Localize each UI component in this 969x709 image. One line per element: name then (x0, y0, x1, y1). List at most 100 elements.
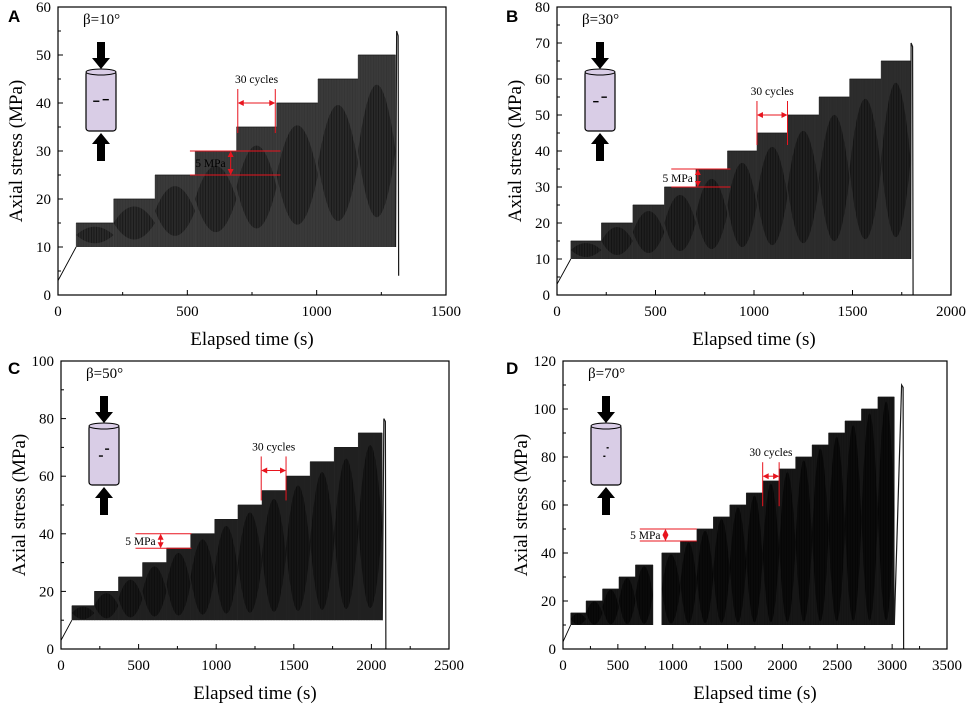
cycles-annotation: 30 cycles (235, 74, 279, 133)
y-axis-title: Axial stress (MPa) (6, 80, 27, 222)
stage-cycle-lines (844, 421, 862, 625)
load-arrow-top-shaft (602, 396, 610, 413)
y-tick-label: 40 (541, 546, 556, 562)
stage-cycle-overlap (142, 566, 167, 617)
cycles-arrow-head-right (773, 473, 780, 480)
stage-cycle-overlap (358, 84, 396, 218)
loading-stage (877, 396, 895, 625)
loading-stage (727, 150, 758, 259)
plot-area (58, 30, 400, 281)
load-arrow-top-head (591, 58, 609, 69)
cycles-arrow-head-right (269, 100, 276, 106)
stage-cycle-lines (113, 199, 156, 247)
stage-cycle-overlap (819, 114, 850, 242)
loading-stage (811, 444, 829, 625)
x-tick-label: 2000 (767, 658, 797, 674)
loading-stage (309, 461, 335, 621)
loading-stage (729, 504, 747, 625)
load-arrow-top-head (597, 412, 615, 423)
y-tick-label: 0 (549, 642, 557, 658)
loading-stage (756, 132, 788, 259)
panel-title: β=70° (588, 366, 625, 382)
rock-specimen (590, 424, 622, 486)
step-annotation: 5 MPa (662, 168, 731, 188)
x-tick-label: 500 (176, 304, 199, 320)
panel-letter: A (8, 7, 20, 26)
cycles-arrow-head-left (237, 100, 244, 106)
step-annotation: 5 MPa (125, 533, 192, 549)
load-arrow-top-shaft (596, 42, 604, 59)
stage-cycle-lines (877, 397, 895, 625)
stage-cycle-lines (695, 169, 728, 259)
x-tick-label: 1500 (838, 304, 868, 320)
loading-stage (276, 102, 319, 247)
panel-b: 0 500 1000 1500 2000 0 10 20 30 40 50 60 70 80 Elapsed… (505, 0, 966, 350)
y-tick-label: 80 (535, 0, 550, 16)
stage-cycle-lines (71, 605, 95, 621)
loading-stage (818, 96, 850, 259)
x-tick-label: 1500 (431, 304, 461, 320)
loading-stage (166, 547, 191, 621)
y-tick-label: 100 (534, 402, 557, 418)
loading-stage (713, 516, 730, 625)
panel-a: 0 500 1000 1500 0 10 20 30 40 50 60 Elapsed time (s… (6, 0, 461, 350)
stage-cycle-lines (880, 61, 911, 259)
y-tick-label: 10 (36, 240, 51, 256)
loading-stage (861, 408, 879, 625)
loading-stage (849, 78, 882, 259)
loading-stage (154, 174, 196, 247)
cycles-arrow-head-right (280, 467, 287, 474)
stage-cycle-overlap (237, 512, 262, 613)
x-tick-label: 2000 (936, 304, 966, 320)
stage-cycle-lines (828, 433, 846, 625)
stage-cycle-lines (236, 127, 277, 247)
stage-cycle-lines (661, 553, 681, 625)
x-axis-title: Elapsed time (s) (693, 683, 816, 704)
stage-cycle-lines (194, 151, 237, 247)
specimen-top-face (590, 422, 622, 430)
panel-letter: C (8, 359, 20, 378)
load-arrow-bottom-shaft (596, 143, 604, 161)
stage-cycle-lines (696, 529, 714, 625)
stage-cycle-lines (601, 223, 634, 259)
stage-cycle-overlap (756, 146, 788, 246)
step-label: 5 MPa (630, 530, 660, 542)
x-tick-label: 3000 (877, 658, 907, 674)
cycles-arrow-head-left (261, 467, 268, 474)
initial-loading-ramp (557, 258, 572, 285)
stage-cycle-lines (762, 481, 780, 625)
stage-cycle-lines (632, 205, 665, 259)
x-tick-label: 2000 (356, 658, 386, 674)
specimen-top-face (85, 68, 117, 76)
y-axis-title: Axial stress (MPa) (505, 80, 526, 222)
x-tick-label: 0 (57, 658, 65, 674)
x-tick-label: 500 (127, 658, 150, 674)
stage-cycle-lines (570, 613, 587, 625)
y-tick-label: 20 (36, 192, 51, 208)
loading-stage (285, 475, 311, 621)
y-tick-label: 0 (543, 288, 551, 304)
step-arrow-head-down (694, 181, 701, 187)
stage-cycle-lines (142, 562, 167, 621)
cycles-annotation: 30 cycles (252, 441, 296, 501)
y-tick-label: 20 (39, 584, 54, 600)
stage-cycle-lines (861, 409, 879, 625)
x-tick-label: 1500 (713, 658, 743, 674)
panel-title: β=10° (83, 12, 120, 28)
initial-loading-ramp (563, 624, 572, 642)
step-annotation: 5 MPa (630, 528, 697, 542)
x-axis-title: Elapsed time (s) (190, 329, 313, 350)
stage-cycle-overlap (118, 579, 143, 618)
y-tick-label: 60 (541, 498, 556, 514)
stage-cycle-lines (795, 457, 813, 625)
x-tick-label: 1000 (302, 304, 332, 320)
step-label: 5 MPa (662, 173, 692, 185)
loading-stage (844, 420, 862, 625)
specimen-schematic (590, 396, 622, 515)
stage-cycle-lines (680, 541, 698, 625)
loading-stage (261, 490, 287, 621)
y-axis-title: Axial stress (MPa) (9, 434, 30, 576)
stage-cycle-lines (166, 548, 191, 621)
stage-cycle-overlap (310, 472, 335, 610)
y-axis-title: Axial stress (MPa) (511, 434, 532, 576)
